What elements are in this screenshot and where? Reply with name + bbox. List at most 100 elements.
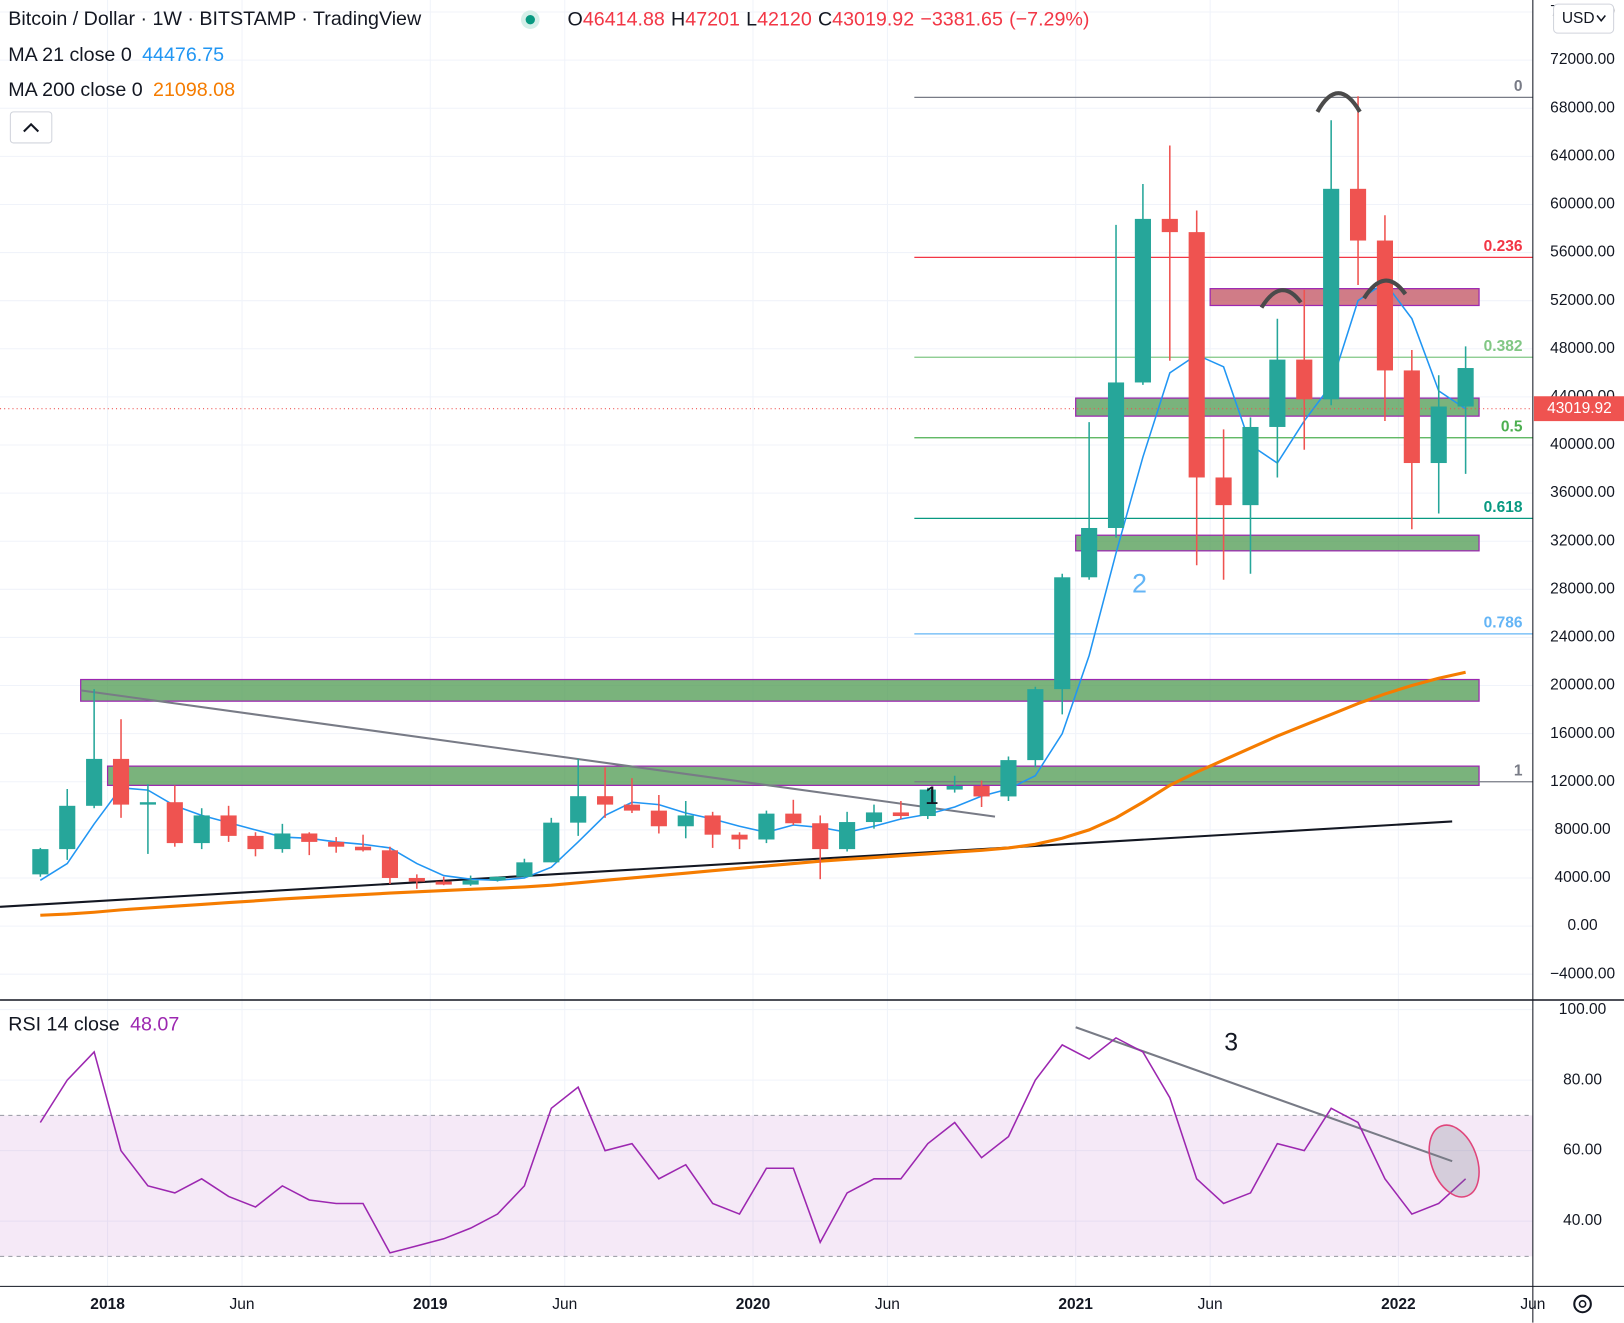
legend-value: 48.07 (130, 1014, 179, 1036)
candle-body (650, 810, 667, 827)
ohlc-value: 46414.88 (583, 9, 665, 31)
ohlc: O46414.88 H47201 L42120 C43019.92 −3381.65 (−… (568, 9, 1090, 31)
gear-icon[interactable] (1573, 1294, 1592, 1314)
candle-body (1430, 406, 1447, 464)
zone (1075, 534, 1480, 552)
chevron-icon[interactable] (1596, 15, 1606, 22)
annotation: 3 (1224, 1030, 1238, 1057)
ohlc-value: 43019.92 (832, 9, 914, 31)
candle-body (32, 849, 49, 875)
legend-value: 21098.08 (153, 79, 235, 101)
candle-body (220, 815, 237, 836)
chevron-icon[interactable] (23, 122, 40, 133)
highlight-ellipse (1428, 1124, 1480, 1198)
candle-body (839, 822, 856, 850)
rsi-band (0, 1115, 1533, 1257)
y-tick-label: 20000.00 (1550, 677, 1615, 694)
candle-body (892, 812, 909, 817)
candle-body (1376, 240, 1394, 371)
candle-body (247, 835, 264, 850)
legend-name: MA 200 close 0 (8, 79, 142, 101)
candle-body (1107, 382, 1125, 528)
legend-name: MA 21 close 0 (8, 44, 132, 66)
y-tick-label: 80.00 (1563, 1071, 1602, 1088)
ma-line (40, 670, 1466, 917)
candle-body (489, 876, 506, 881)
x-tick-label: 2022 (1381, 1296, 1416, 1313)
candle-body (1000, 760, 1017, 797)
candle-body (381, 850, 399, 878)
candle-body (1134, 218, 1151, 383)
candle-body (758, 813, 775, 840)
candle-body (1161, 218, 1178, 233)
top-arc (1259, 288, 1303, 309)
x-tick-label: 2020 (736, 1296, 771, 1313)
y-tick-label: −4000.00 (1550, 965, 1616, 982)
y-tick-label: 64000.00 (1550, 147, 1615, 164)
candle-body (1027, 689, 1044, 761)
status-dot (525, 15, 535, 25)
ohlc-value: 47201 (685, 9, 740, 31)
y-tick-label: 60000.00 (1550, 196, 1615, 213)
ohlc-label: H (671, 9, 685, 31)
candle-body (1215, 477, 1232, 506)
fib-label: 0.236 (1484, 238, 1523, 255)
candle-body (462, 880, 479, 885)
candle-body (328, 841, 345, 847)
legend-name: RSI 14 close (8, 1014, 120, 1036)
currency-label[interactable]: USD (1562, 10, 1595, 27)
candle-body (731, 834, 748, 840)
settings-button[interactable] (1573, 1294, 1592, 1314)
fib-label: 0.618 (1484, 499, 1523, 516)
legend-entry: RSI 14 close 48.07 (8, 1014, 179, 1036)
legend-value: 44476.75 (142, 44, 224, 66)
gear-icon[interactable] (1578, 1300, 1587, 1308)
candle-body (112, 758, 130, 805)
y-tick-label: 36000.00 (1550, 484, 1615, 501)
y-tick-label: 28000.00 (1550, 580, 1615, 597)
legend-entry: MA 21 close 0 44476.75 (8, 44, 224, 66)
collapse-button[interactable] (9, 111, 53, 144)
ohlc-label: O (568, 9, 583, 31)
candle-body (408, 877, 425, 882)
y-tick-label: 40000.00 (1550, 436, 1615, 453)
candle-body (301, 833, 318, 842)
candle-body (354, 846, 372, 851)
y-tick-label: 24000.00 (1550, 629, 1615, 646)
ohlc-value: 42120 (757, 9, 812, 31)
y-tick-label: 52000.00 (1550, 292, 1615, 309)
y-tick-label: 32000.00 (1550, 532, 1615, 549)
fib-label: 0 (1514, 78, 1523, 95)
candle-body (193, 815, 210, 844)
candle-body (1269, 359, 1286, 427)
candle-body (1188, 232, 1205, 478)
candle-body (139, 802, 156, 805)
button-box[interactable] (1553, 3, 1615, 34)
ohlc-label: C (818, 9, 832, 31)
x-tick-label: 2021 (1058, 1296, 1093, 1313)
candle-body (1081, 527, 1098, 578)
candle-body (919, 789, 936, 817)
x-tick-label: Jun (875, 1296, 900, 1313)
candle-body (973, 785, 990, 797)
candle-body (865, 812, 883, 823)
x-tick-label: Jun (552, 1296, 577, 1313)
button-box[interactable] (9, 111, 53, 144)
fib-label: 0.5 (1501, 419, 1523, 436)
candle-body (623, 804, 641, 811)
trendline (0, 820, 1453, 908)
candle-body (516, 862, 533, 877)
top-arc (1315, 91, 1362, 113)
x-tick-label: Jun (1198, 1296, 1223, 1313)
candle-body (86, 758, 103, 806)
currency-button[interactable]: USD (1553, 3, 1615, 34)
candle-body (1296, 359, 1313, 400)
change-pct: (−7.29%) (1009, 9, 1089, 31)
last-price-label: 43019.92 (1547, 400, 1612, 417)
y-tick-label: 12000.00 (1550, 773, 1615, 790)
candle-body (166, 802, 183, 844)
candle-body (812, 823, 829, 850)
fib-label: 1 (1514, 763, 1523, 780)
y-tick-label: 0.00 (1567, 917, 1598, 934)
